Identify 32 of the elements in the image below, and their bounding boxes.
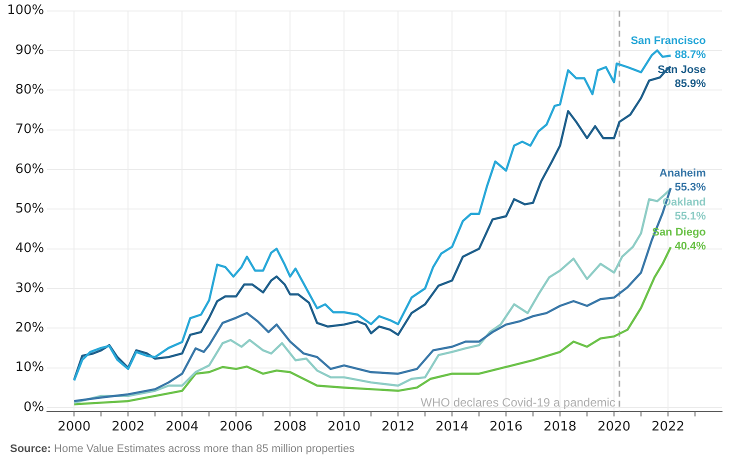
x-tick-label: 2020: [597, 420, 631, 435]
series-label: San Francisco: [630, 35, 706, 48]
x-tick-label: 2000: [58, 420, 91, 435]
data-label: 55.3%: [674, 182, 706, 194]
data-label: 88.7%: [674, 49, 706, 62]
x-tick-label: 2016: [490, 420, 523, 435]
data-label: 55.1%: [674, 210, 706, 223]
source-note: Source: Home Value Estimates across more than 85 million properties: [10, 443, 355, 455]
x-tick-label: 2022: [651, 420, 685, 435]
x-tick-label: 2008: [274, 420, 307, 435]
data-label: 85.9%: [674, 78, 706, 90]
series-label: Anaheim: [659, 168, 706, 180]
x-tick-label: 2002: [112, 420, 145, 435]
y-tick-label: 20%: [15, 320, 44, 336]
y-tick-label: 0%: [24, 400, 44, 415]
x-tick-label: 2018: [543, 420, 577, 435]
y-tick-label: 40%: [15, 241, 44, 256]
x-tick-label: 2006: [220, 420, 253, 435]
y-tick-label: 100%: [6, 3, 44, 18]
y-tick-label: 60%: [15, 162, 44, 177]
y-tick-label: 80%: [15, 82, 44, 98]
ref-line-label: WHO declares Covid-19 a pandemic: [420, 396, 616, 410]
y-tick-label: 90%: [15, 42, 44, 58]
y-tick-label: 30%: [15, 280, 44, 296]
y-tick-label: 70%: [15, 122, 44, 138]
x-tick-label: 2004: [166, 420, 199, 435]
data-label: 40.4%: [674, 240, 706, 253]
x-tick-label: 2014: [436, 420, 469, 435]
y-tick-label: 50%: [15, 201, 44, 216]
x-tick-label: 2012: [382, 420, 415, 435]
y-tick-label: 10%: [15, 360, 44, 376]
x-tick-label: 2010: [328, 420, 361, 435]
